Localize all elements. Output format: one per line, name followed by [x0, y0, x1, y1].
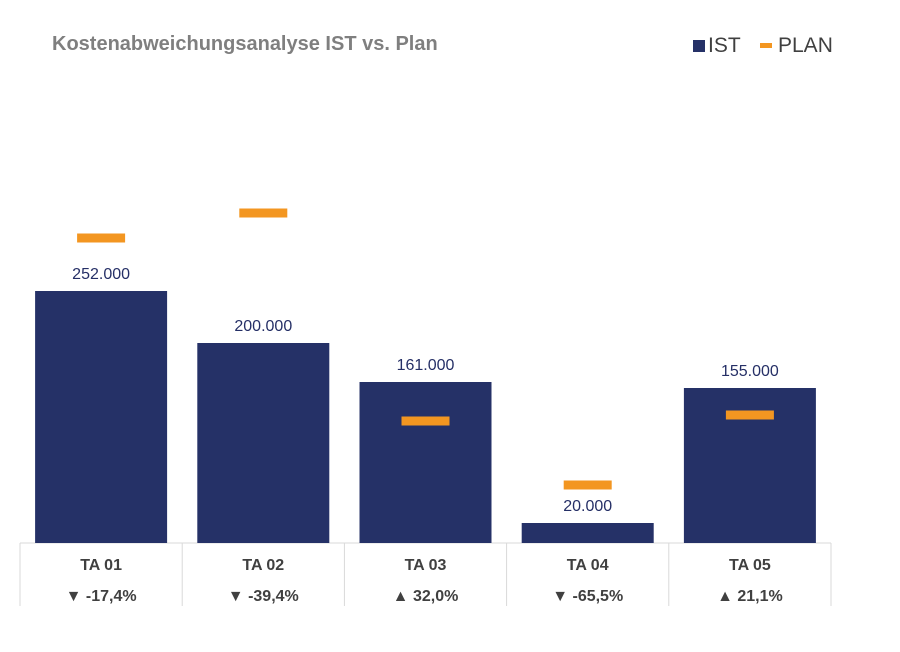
plan-marker [401, 416, 450, 426]
legend: IST PLAN [693, 34, 833, 57]
x-tick-label: TA 01 [80, 557, 122, 574]
legend-swatch-ist [693, 40, 705, 52]
legend-swatch-plan [760, 43, 772, 48]
deviation-label: ▲ 21,1% [717, 588, 783, 605]
data-label: 200.000 [234, 318, 292, 335]
bar-ist [197, 343, 330, 543]
bar-ist [521, 523, 654, 543]
bar-ist [35, 291, 168, 543]
plan-marker [725, 410, 774, 420]
data-label: 155.000 [721, 363, 779, 380]
x-tick-label: TA 05 [729, 557, 771, 574]
legend-label-plan: PLAN [778, 34, 833, 57]
bar-ist [359, 382, 492, 543]
data-label: 252.000 [72, 266, 130, 283]
legend-label-ist: IST [708, 34, 741, 57]
data-label: 20.000 [563, 498, 612, 515]
x-tick-label: TA 03 [405, 557, 447, 574]
deviation-label: ▼ -65,5% [552, 588, 623, 605]
plan-marker [239, 208, 288, 218]
x-tick-label: TA 04 [567, 557, 609, 574]
data-label: 161.000 [397, 357, 455, 374]
deviation-label: ▲ 32,0% [393, 588, 459, 605]
plot-area: 252.000 TA 01 ▼ -17,4% 200.000 TA 02 ▼ -39,4%… [19, 208, 832, 606]
plan-marker [77, 233, 126, 243]
plan-marker [563, 480, 612, 490]
deviation-label: ▼ -39,4% [228, 588, 299, 605]
x-tick-label: TA 02 [242, 557, 284, 574]
chart-title: Kostenabweichungsanalyse IST vs. Plan [52, 33, 438, 55]
deviation-label: ▼ -17,4% [66, 588, 137, 605]
